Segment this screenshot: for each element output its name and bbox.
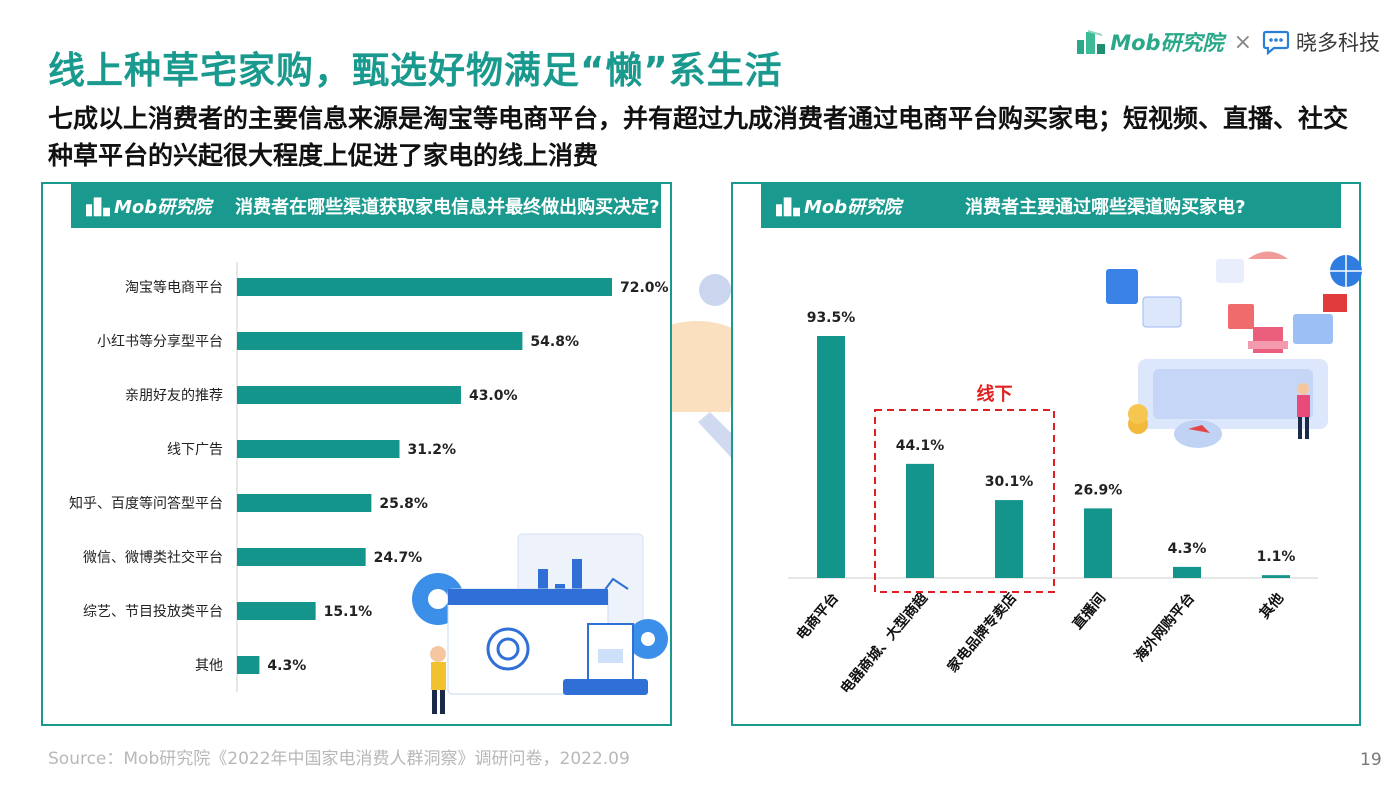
ecommerce-illustration	[1106, 251, 1362, 448]
category-label: 电商平台	[793, 590, 842, 644]
category-label: 海外网购平台	[1131, 590, 1198, 665]
times-sign: ×	[1233, 29, 1252, 55]
page-subtitle: 七成以上消费者的主要信息来源是淘宝等电商平台，并有超过九成消费者通过电商平台购买…	[48, 104, 1349, 170]
bar	[237, 440, 400, 458]
data-label: 4.3%	[1168, 541, 1207, 557]
data-analysis-illustration	[412, 533, 668, 714]
bar	[1084, 508, 1112, 578]
mob-logo: Mob研究院	[1076, 27, 1224, 57]
xiaoduo-logo: 晓多科技	[1262, 27, 1380, 57]
category-label: 电器商城、大型商超	[837, 589, 932, 697]
data-label: 93.5%	[807, 310, 856, 326]
mob-logo-text: Mob研究院	[1110, 31, 1224, 55]
panel-header: Mob研究院 消费者主要通过哪些渠道购买家电?	[761, 184, 1341, 228]
bar	[1173, 566, 1201, 578]
panel-header-logo-text: Mob研究院	[114, 197, 212, 218]
category-label: 直播间	[1069, 590, 1109, 633]
category-label: 微信、微博类社交平台	[83, 549, 223, 566]
data-label: 44.1%	[896, 438, 945, 454]
xiaoduo-logo-text: 晓多科技	[1296, 31, 1380, 55]
source-note: Source：Mob研究院《2022年中国家电消费人群洞察》调研问卷，2022.…	[48, 749, 630, 769]
bar	[817, 336, 845, 578]
data-label: 15.1%	[324, 604, 373, 620]
category-label: 小红书等分享型平台	[97, 333, 223, 350]
panel-header-logo-text: Mob研究院	[804, 197, 902, 218]
bar	[237, 332, 523, 350]
category-label: 亲朋好友的推荐	[125, 388, 223, 404]
bar	[906, 463, 934, 578]
purchase-channel-panel: Mob研究院 消费者主要通过哪些渠道购买家电? 93.5% 电商平台 44.1% 电器…	[731, 182, 1362, 726]
data-label: 31.2%	[408, 442, 457, 458]
data-label: 24.7%	[374, 550, 423, 566]
bar	[237, 278, 612, 296]
brand-logos: Mob研究院 × 晓多科技	[1076, 22, 1380, 62]
page-title: 线上种草宅家购，甄选好物满足“懒”系生活	[48, 49, 783, 92]
offline-label: 线下	[977, 383, 1013, 405]
panel-header-logo: Mob研究院	[85, 193, 211, 219]
bar	[995, 500, 1023, 578]
data-label: 4.3%	[267, 658, 306, 674]
category-label: 其他	[1256, 590, 1287, 622]
data-label: 25.8%	[379, 496, 428, 512]
bar	[1262, 575, 1290, 578]
panel-question: 消费者在哪些渠道获取家电信息并最终做出购买决定?	[235, 197, 660, 218]
category-label: 淘宝等电商平台	[125, 279, 223, 296]
category-label: 其他	[195, 658, 223, 674]
bar	[237, 386, 461, 404]
purchase-channel-chart: 93.5% 电商平台 44.1% 电器商城、大型商超 30.1% 家电品牌专卖店 26.9%…	[788, 310, 1318, 697]
data-label: 30.1%	[985, 474, 1034, 490]
data-label: 26.9%	[1074, 482, 1123, 498]
bar	[237, 548, 366, 566]
page-number: 19	[1360, 750, 1382, 770]
data-label: 72.0%	[620, 280, 669, 296]
data-label: 43.0%	[469, 388, 518, 404]
panel-header-logo: Mob研究院	[775, 193, 901, 219]
chat-bubble-icon	[1262, 30, 1290, 55]
panel-question: 消费者主要通过哪些渠道购买家电?	[965, 197, 1246, 218]
category-label: 家电品牌专卖店	[944, 590, 1020, 676]
panel-header: Mob研究院 消费者在哪些渠道获取家电信息并最终做出购买决定?	[71, 184, 661, 228]
mob-building-icon	[86, 197, 110, 217]
offline-highlight-box	[874, 409, 1055, 593]
bar	[237, 494, 372, 512]
info-source-chart: 淘宝等电商平台 72.0% 小红书等分享型平台 54.8% 亲朋好友的推荐 43.0% 线下…	[69, 262, 669, 692]
info-source-panel: Mob研究院 消费者在哪些渠道获取家电信息并最终做出购买决定? 淘宝等电商平台 7…	[41, 182, 672, 726]
category-label: 线下广告	[167, 442, 223, 458]
data-label: 54.8%	[530, 334, 579, 350]
bar	[237, 602, 316, 620]
category-label: 知乎、百度等问答型平台	[69, 495, 223, 512]
bar	[237, 656, 260, 674]
mob-building-icon	[1077, 30, 1106, 54]
mob-building-icon	[776, 197, 800, 217]
category-label: 综艺、节目投放类平台	[83, 604, 223, 620]
data-label: 1.1%	[1257, 549, 1296, 565]
